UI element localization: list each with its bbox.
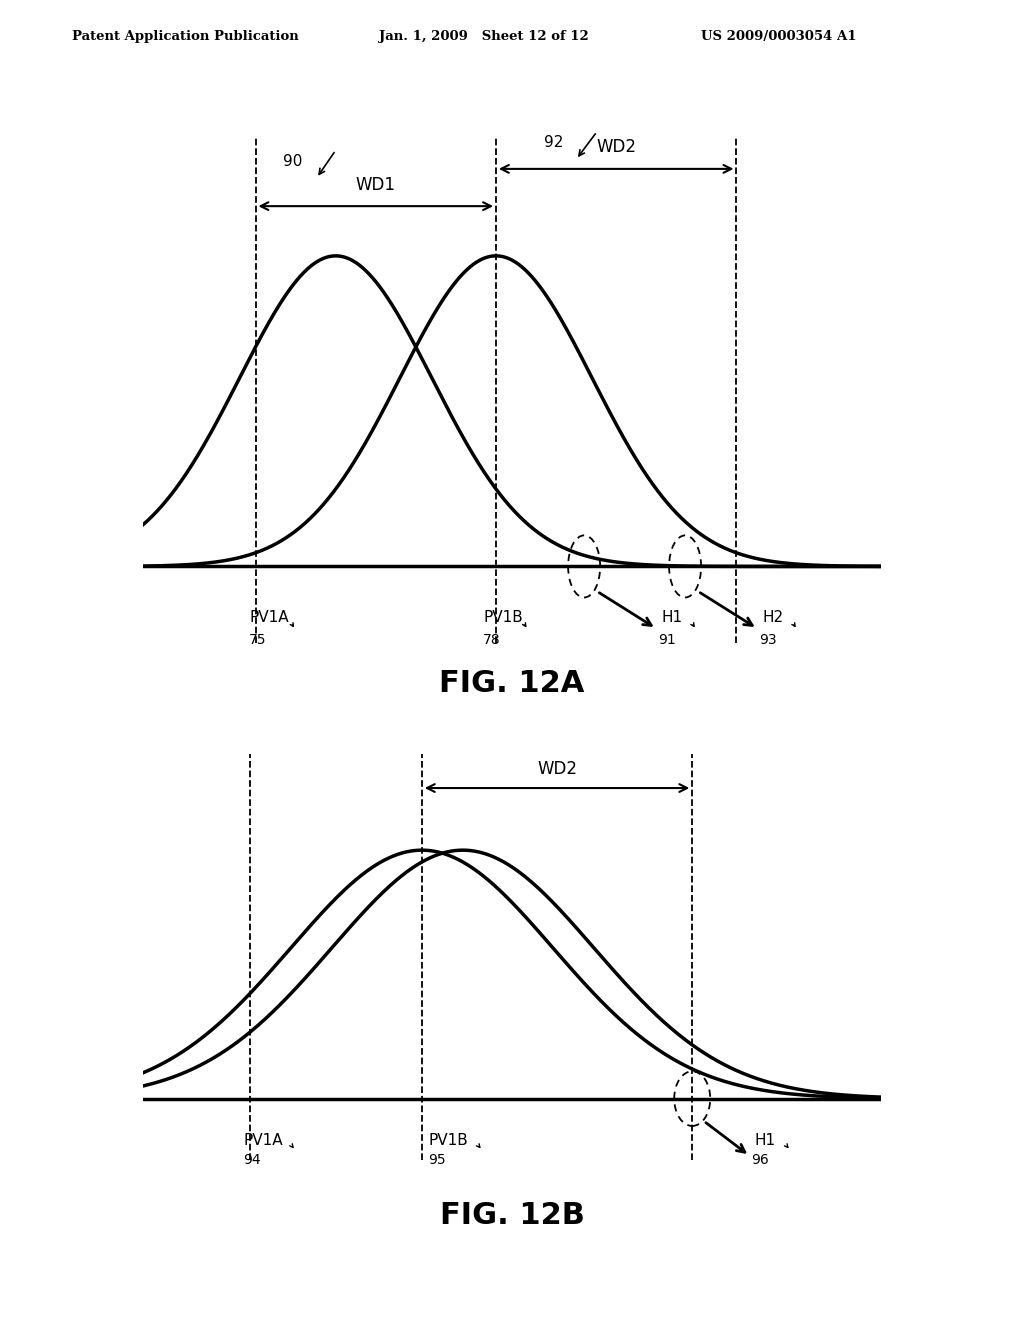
Text: 93: 93 — [759, 634, 776, 647]
Text: 90: 90 — [283, 154, 302, 169]
Text: Jan. 1, 2009   Sheet 12 of 12: Jan. 1, 2009 Sheet 12 of 12 — [379, 30, 589, 44]
Text: H1: H1 — [755, 1134, 775, 1148]
Text: WD1: WD1 — [355, 176, 395, 194]
Text: 91: 91 — [657, 634, 676, 647]
Text: H2: H2 — [762, 610, 783, 624]
Text: FIG. 12A: FIG. 12A — [439, 669, 585, 698]
Text: 94: 94 — [244, 1154, 261, 1167]
Text: 92: 92 — [544, 135, 563, 150]
Text: WD2: WD2 — [596, 139, 636, 157]
Text: PV1A: PV1A — [244, 1134, 283, 1148]
Text: PV1A: PV1A — [249, 610, 289, 624]
Text: 95: 95 — [428, 1154, 446, 1167]
Text: 96: 96 — [752, 1154, 769, 1167]
Text: WD2: WD2 — [537, 760, 578, 777]
Text: 78: 78 — [483, 634, 501, 647]
Text: Patent Application Publication: Patent Application Publication — [72, 30, 298, 44]
Text: US 2009/0003054 A1: US 2009/0003054 A1 — [701, 30, 857, 44]
Text: PV1B: PV1B — [428, 1134, 468, 1148]
Text: H1: H1 — [662, 610, 682, 624]
Text: FIG. 12B: FIG. 12B — [439, 1201, 585, 1230]
Text: 75: 75 — [249, 634, 266, 647]
Text: PV1B: PV1B — [483, 610, 523, 624]
